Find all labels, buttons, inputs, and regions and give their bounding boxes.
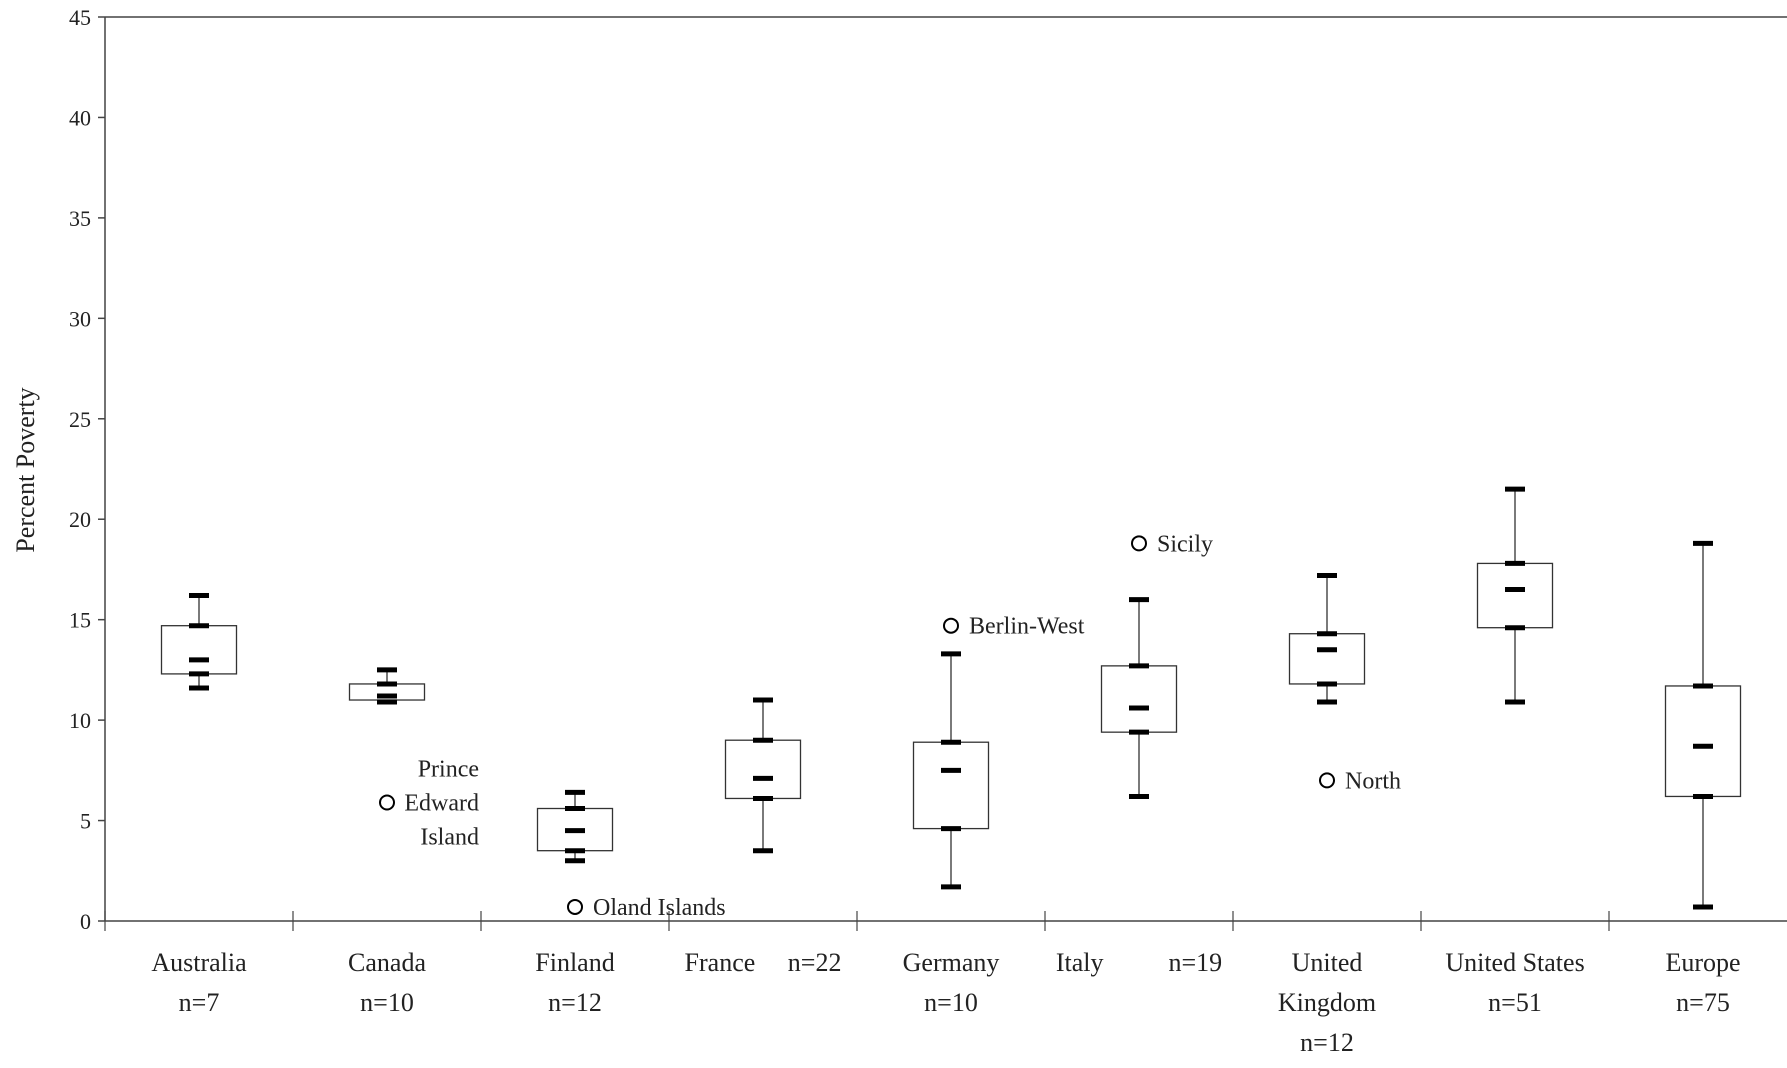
box-iqr [912,741,990,830]
category-label: n=12 [1300,1028,1354,1057]
y-tick-label: 20 [69,507,91,532]
category-label: n=12 [548,988,602,1017]
outlier-point [567,898,583,915]
axes: 0 5 10 15 20 25 30 35 40 45 [69,5,1787,934]
category-label: n=7 [179,988,220,1017]
box-iqr [1100,665,1178,733]
outlier-label: Berlin-West [969,614,1085,640]
y-tick-label: 15 [69,608,91,633]
y-tick-label: 40 [69,105,91,130]
category-label: n=10 [924,988,978,1017]
y-tick-label: 35 [69,206,91,231]
category-labels: Australia n=7 Canada n=10 Finland n=12 France … [151,948,1740,1057]
box-italy: Sicily [1100,531,1213,799]
y-tick-label: 25 [69,407,91,432]
box-group: Prince Edward Island Oland Islands Berlin-We… [160,486,1742,921]
category-label: Italy n=19 [1056,948,1222,977]
box-iqr [724,739,802,800]
box-canada: Prince Edward Island [348,667,479,850]
box-iqr [160,625,238,675]
outlier-label: North [1345,768,1401,794]
category-label: n=75 [1676,988,1730,1017]
box-finland: Oland Islands [536,789,726,921]
y-tick-label: 0 [80,909,91,934]
outlier-label: Edward [404,790,479,816]
box-france [724,697,802,854]
y-axis-title: Percent Poverty [11,387,40,552]
category-label: Finland [535,948,614,977]
category-label: United States [1445,948,1584,977]
outlier-point [943,617,959,634]
outlier-label: Sicily [1157,531,1213,557]
box-australia [160,593,238,691]
category-label: France n=22 [685,948,842,977]
outlier-point [1319,772,1335,789]
outlier-label: Island [420,824,479,850]
y-tick-label: 5 [80,809,91,834]
y-tick-label: 45 [69,5,91,30]
category-label: Australia [151,948,247,977]
outlier-label: Oland Islands [593,895,726,921]
outlier-point [379,794,395,811]
outlier-point [1131,535,1147,552]
category-label: Germany [903,948,1000,977]
category-label: United [1292,948,1363,977]
box-iqr [1288,633,1366,685]
category-label: n=10 [360,988,414,1017]
box-europe [1664,540,1742,910]
box-united [1476,486,1554,705]
box-germany: Berlin-West [912,614,1085,890]
outlier-label: Prince [418,756,479,782]
box-united: North [1288,572,1401,794]
category-label: Canada [348,948,426,977]
y-tick-label: 30 [69,306,91,331]
category-label: Europe [1665,948,1740,977]
box-iqr [1664,685,1742,798]
y-tick-label: 10 [69,708,91,733]
category-label: n=51 [1488,988,1542,1017]
category-label: Kingdom [1278,988,1376,1017]
box-iqr [1476,562,1554,629]
